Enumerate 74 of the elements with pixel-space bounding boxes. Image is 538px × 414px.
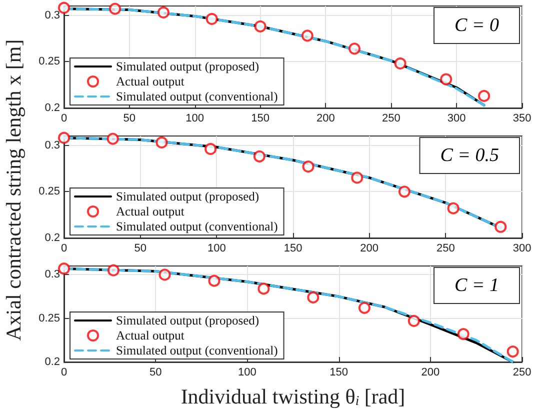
x-tick-label: 100: [238, 366, 256, 378]
x-tick-label: 250: [382, 112, 400, 124]
point: [457, 328, 470, 340]
y-tick-label: 0.2: [44, 232, 60, 244]
y-tick-label: 0.3: [44, 9, 60, 22]
legend-label: Simulated output (conventional): [116, 344, 278, 358]
legend-label: Simulated output (conventional): [116, 90, 278, 104]
point: [478, 90, 490, 102]
point: [358, 302, 370, 314]
point: [158, 268, 171, 281]
x-tick-label: 50: [149, 366, 162, 378]
x-tick-label: 250: [512, 366, 532, 378]
point: [302, 160, 314, 173]
x-tick-label: 300: [447, 112, 466, 124]
y-tick-label: 0.2: [44, 102, 60, 114]
point: [58, 132, 70, 144]
point: [506, 346, 519, 358]
x-tick-label: 200: [316, 112, 335, 124]
point: [58, 262, 70, 275]
point: [447, 202, 460, 214]
x-tick-label: 200: [421, 366, 440, 378]
annotation: C = 1: [454, 275, 500, 296]
point: [109, 2, 122, 15]
x-tick-label: 150: [284, 242, 302, 254]
point: [398, 186, 410, 198]
point: [58, 2, 70, 14]
x-tick-label: 150: [330, 366, 348, 378]
y-tick-label: 0.25: [38, 56, 60, 68]
legend-label: Simulated output (proposed): [116, 190, 260, 204]
y-tick-label: 0.3: [44, 268, 60, 281]
legend-label: Simulated output (proposed): [116, 314, 260, 328]
x-tick-label: 0: [60, 242, 68, 254]
x-tick-label: 50: [134, 242, 146, 254]
point: [204, 142, 217, 155]
legend-label: Actual output: [116, 328, 185, 342]
y-tick-label: 0.25: [38, 312, 60, 324]
x-tick-label: 250: [436, 242, 455, 254]
y-tick-label: 0.3: [44, 139, 60, 152]
point: [157, 6, 170, 18]
point: [156, 136, 168, 148]
point: [253, 150, 266, 162]
x-tick-label: 300: [512, 242, 532, 254]
y-tick-label: 0.2: [44, 356, 60, 368]
x-tick-label: 350: [512, 112, 532, 124]
x-tick-label: 150: [251, 112, 270, 124]
x-tick-label: 100: [186, 112, 204, 124]
annotation: C = 0: [454, 15, 500, 36]
point: [106, 132, 119, 145]
point: [206, 12, 218, 25]
point: [408, 314, 420, 327]
point: [440, 73, 452, 86]
legend-label: Simulated output (conventional): [116, 220, 278, 234]
point: [208, 274, 220, 287]
point: [394, 57, 406, 70]
point: [494, 220, 507, 233]
point: [107, 264, 120, 276]
point: [351, 172, 364, 184]
point: [301, 30, 314, 42]
legend-label: Actual output: [116, 204, 185, 218]
legend-label: Simulated output (proposed): [116, 60, 260, 74]
annotation: C = 0.5: [440, 145, 500, 166]
y-axis-title: Axial contracted string length x [m]: [2, 39, 26, 341]
x-tick-label: 50: [123, 112, 136, 124]
legend-label: Actual output: [116, 74, 185, 88]
x-tick-label: 100: [207, 242, 226, 254]
x-axis-title: Individual twisting θi [rad]: [180, 384, 406, 409]
x-tick-label: 0: [60, 366, 68, 378]
point: [348, 42, 361, 55]
y-tick-label: 0.25: [38, 186, 60, 198]
point: [258, 282, 270, 295]
x-tick-label: 0: [60, 112, 68, 124]
x-tick-label: 200: [360, 242, 379, 254]
point: [254, 20, 266, 32]
point: [307, 291, 320, 304]
